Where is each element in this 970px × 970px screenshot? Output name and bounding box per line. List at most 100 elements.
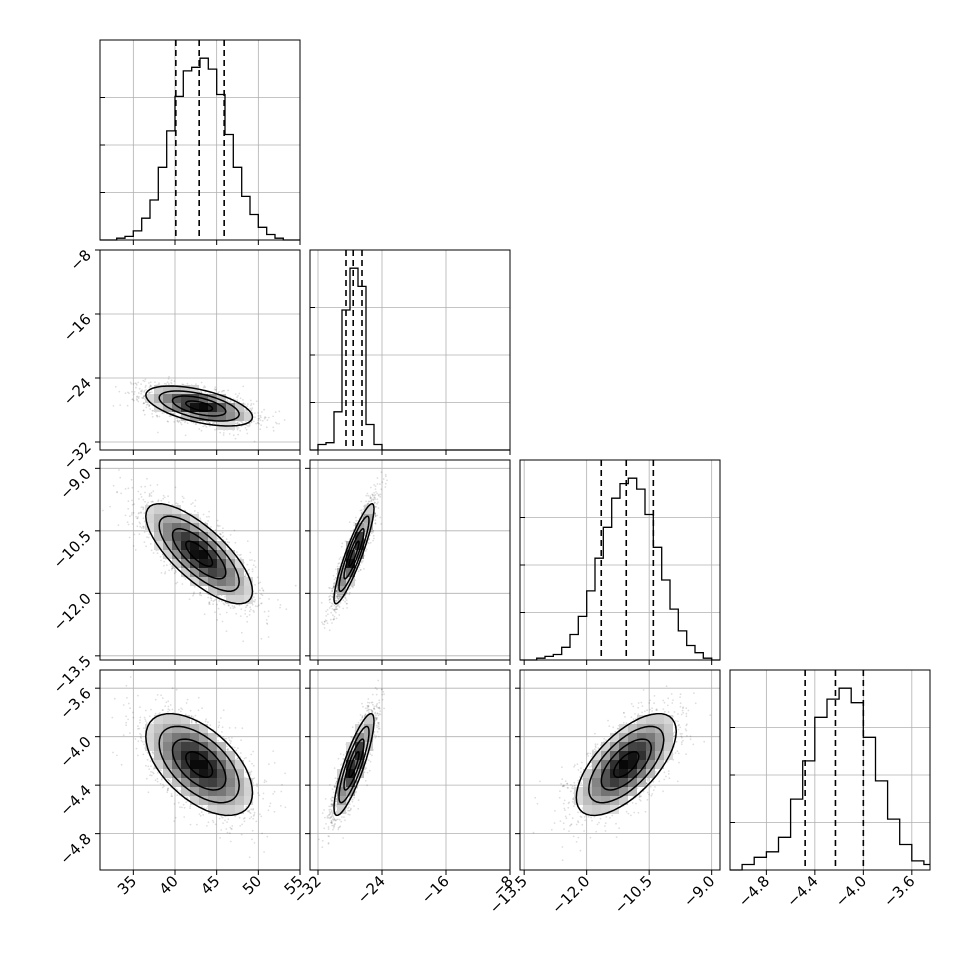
scatter-point [181, 806, 183, 809]
scatter-point [336, 599, 338, 602]
scatter-point [360, 511, 363, 514]
scatter-point [109, 505, 111, 508]
scatter-point [272, 426, 275, 429]
scatter-point [331, 811, 334, 814]
scatter-point [245, 604, 248, 607]
scatter-point [148, 404, 151, 406]
scatter-point [225, 745, 228, 748]
scatter-point [234, 393, 237, 395]
scatter-point [152, 552, 155, 554]
scatter-point [377, 714, 380, 717]
scatter-point [137, 740, 140, 743]
scatter-point [230, 740, 232, 743]
scatter-point [268, 805, 271, 808]
scatter-point [328, 595, 330, 598]
scatter-point [332, 816, 335, 819]
scatter-point [147, 536, 150, 539]
scatter-point [143, 716, 146, 719]
scatter-point [284, 772, 286, 775]
scatter-point [337, 826, 340, 829]
scatter-point [323, 620, 326, 623]
scatter-point [336, 608, 339, 611]
scatter-point [149, 760, 152, 763]
scatter-point [378, 713, 381, 715]
scatter-point [333, 791, 335, 794]
scatter-point [374, 512, 377, 515]
scatter-point [132, 398, 134, 401]
scatter-point [147, 765, 150, 768]
scatter-point [294, 584, 297, 587]
scatter-point [285, 608, 288, 611]
scatter-point [175, 582, 178, 585]
scatter-point [170, 569, 173, 571]
scatter-point [208, 603, 211, 606]
scatter-point [248, 614, 251, 616]
scatter-point [206, 421, 209, 423]
scatter-point [360, 500, 363, 503]
scatter-point [173, 572, 176, 575]
scatter-point [346, 607, 348, 609]
scatter-point [200, 390, 202, 393]
scatter-point [246, 405, 249, 407]
scatter-point [337, 757, 340, 760]
scatter-point [377, 727, 380, 730]
scatter-point [190, 719, 193, 722]
scatter-point [273, 790, 276, 793]
scatter-point [350, 585, 353, 588]
scatter-point [192, 593, 195, 595]
scatter-point [382, 690, 385, 693]
scatter-point [266, 419, 269, 422]
scatter-point [214, 428, 216, 431]
scatter-point [347, 813, 350, 816]
scatter-point [198, 428, 201, 430]
scatter-point [323, 627, 326, 629]
scatter-point [331, 818, 334, 821]
scatter-point [112, 751, 114, 754]
scatter-point [142, 506, 144, 508]
scatter-point [330, 821, 332, 824]
scatter-point [130, 478, 133, 481]
scatter-point [239, 615, 242, 617]
scatter-point [230, 827, 233, 830]
scatter-point [335, 617, 338, 620]
scatter-point [186, 698, 189, 701]
scatter-point [339, 596, 342, 599]
scatter-point [260, 815, 263, 818]
scatter-point [256, 576, 259, 579]
scatter-point [144, 500, 146, 503]
scatter-point [221, 620, 224, 623]
scatter-point [170, 782, 173, 785]
scatter-point [385, 475, 387, 478]
scatter-point [269, 802, 272, 805]
scatter-point [125, 684, 128, 687]
scatter-point [149, 543, 152, 545]
scatter-point [112, 484, 115, 487]
scatter-point [368, 708, 371, 711]
scatter-point [192, 716, 195, 719]
scatter-point [151, 391, 153, 393]
scatter-point [207, 821, 210, 824]
scatter-point [366, 492, 369, 495]
scatter-point [259, 589, 261, 592]
scatter-point [208, 515, 210, 518]
scatter-point [194, 499, 197, 502]
scatter-point [126, 521, 129, 524]
scatter-point [374, 498, 377, 500]
scatter-point [367, 709, 370, 712]
scatter-point [369, 541, 372, 544]
scatter-point [345, 593, 348, 595]
scatter-point [232, 607, 235, 609]
scatter-point [362, 705, 364, 708]
scatter-point [257, 421, 259, 424]
scatter-point [164, 705, 167, 708]
scatter-point [139, 390, 142, 393]
scatter-point [118, 390, 121, 393]
scatter-point [246, 604, 249, 606]
scatter-point [216, 524, 219, 527]
scatter-point [331, 590, 333, 593]
scatter-point [252, 403, 255, 405]
scatter-point [163, 564, 165, 567]
scatter-point [186, 382, 189, 385]
scatter-point [374, 512, 376, 514]
